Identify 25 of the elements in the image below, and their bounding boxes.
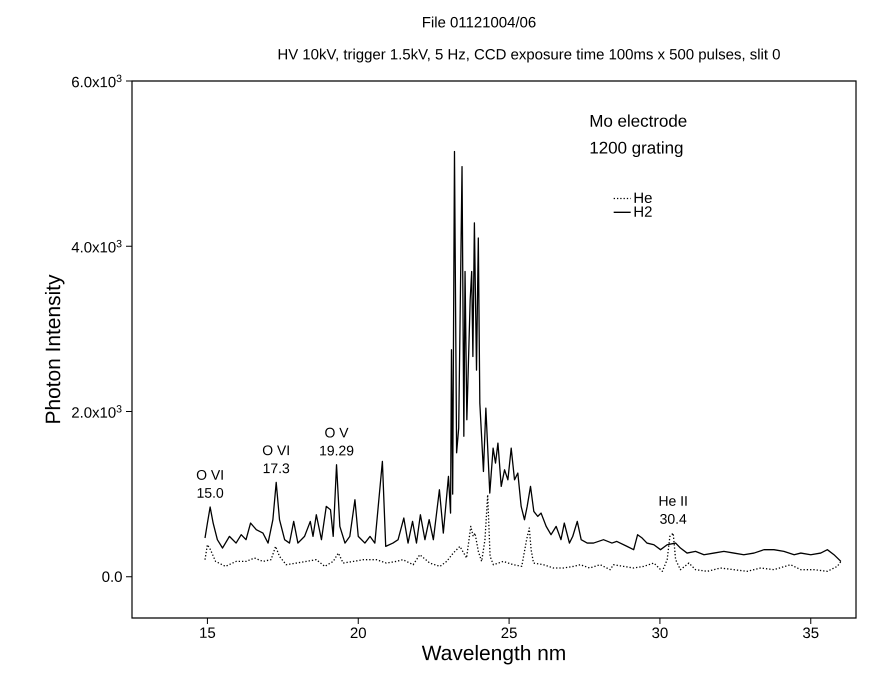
y-tick-label: 0.0 bbox=[102, 571, 122, 582]
x-tick-label: 20 bbox=[350, 628, 366, 638]
annotation: Mo electrode bbox=[590, 114, 686, 127]
y-tick-label: 2.0x10$^{3}$ bbox=[72, 405, 122, 418]
y-axis-title: Photon Intensity bbox=[44, 274, 64, 423]
annotation: 30.4 bbox=[660, 514, 686, 524]
chart-subtitle: HV 10kV, trigger 1.5kV, 5 Hz, CCD exposure time 100ms x 500 pulses, slit 0 bbox=[278, 48, 780, 62]
annotation: 1200 grating bbox=[590, 141, 682, 158]
annotation: O VI bbox=[262, 445, 289, 456]
x-axis-title: Wavelength nm bbox=[422, 644, 565, 664]
x-tick-label: 30 bbox=[652, 628, 668, 638]
legend-label: He bbox=[634, 192, 652, 204]
y-tick-label: 4.0x10$^{3}$ bbox=[72, 240, 122, 253]
x-tick-label: 15 bbox=[200, 628, 216, 638]
annotation: 17.3 bbox=[264, 463, 290, 474]
x-tick-label: 25 bbox=[502, 628, 517, 638]
annotation: O VI bbox=[196, 470, 223, 480]
x-tick-label: 35 bbox=[803, 628, 818, 638]
annotation: 15.0 bbox=[198, 488, 224, 498]
y-tick-label: 6.0x10$^{3}$ bbox=[72, 74, 122, 88]
chart-title: File 01121004/06 bbox=[423, 16, 536, 28]
legend-label: H2 bbox=[634, 206, 652, 217]
annotation: He II bbox=[660, 496, 687, 506]
annotation: O V bbox=[325, 428, 348, 438]
annotation: 19.29 bbox=[320, 446, 354, 456]
